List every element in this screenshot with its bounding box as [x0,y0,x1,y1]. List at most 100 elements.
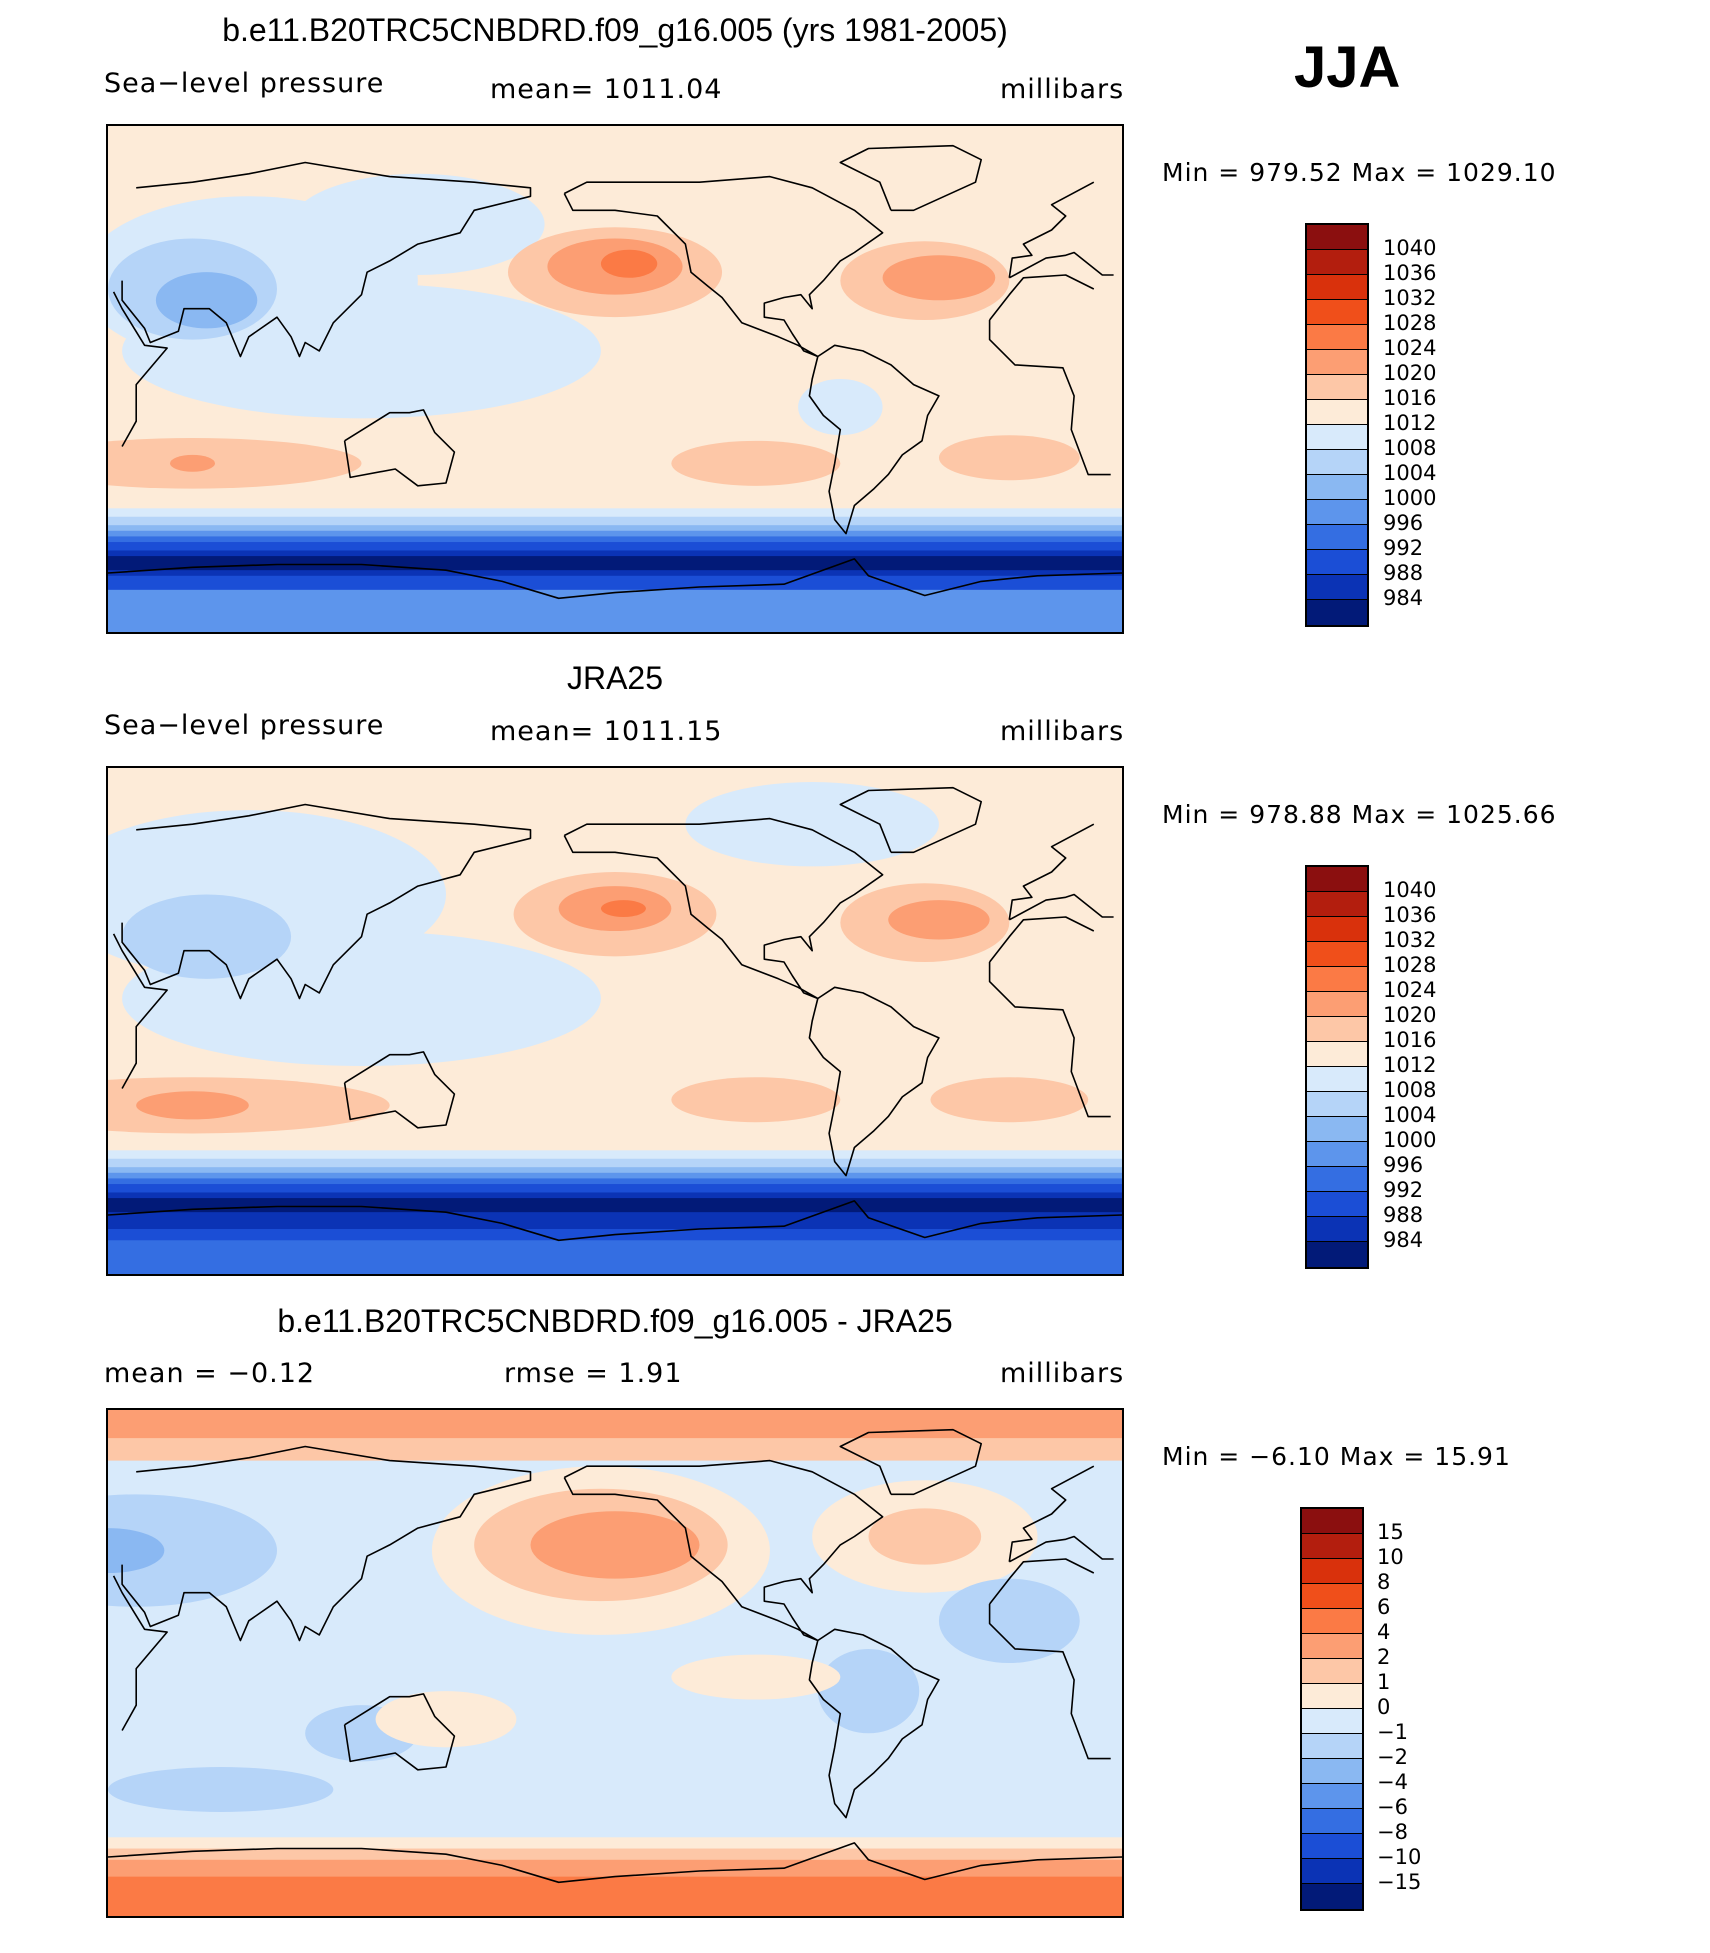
panel-1-colorbar [1305,223,1369,627]
colorbar-label: 1016 [1383,1028,1437,1052]
colorbar-label: −2 [1377,1745,1408,1769]
pressure-cell [108,1528,165,1574]
colorbar-label: 1028 [1383,311,1437,335]
pressure-band [108,556,1122,571]
panel-2-mean-label: mean= 1011.15 [490,716,723,747]
pressure-cell [868,1508,982,1565]
colorbar-label: 1040 [1383,878,1437,902]
pressure-cell [600,249,658,278]
colorbar-swatch [1302,1834,1362,1859]
season-label: JJA [1294,35,1401,100]
panel-3-map [106,1408,1124,1918]
colorbar-swatch [1302,1859,1362,1884]
colorbar-label: 992 [1383,1178,1424,1202]
colorbar-swatch [1307,400,1367,425]
panel-1-minmax: Min = 979.52 Max = 1029.10 [1162,158,1557,187]
coastline-eurasia [121,1445,1114,1642]
colorbar-label: 992 [1383,536,1424,560]
colorbar-swatch [1302,1784,1362,1809]
pressure-cell [169,454,216,472]
colorbar-swatch [1307,600,1367,625]
colorbar-swatch [1302,1759,1362,1784]
panel-3-title: b.e11.B20TRC5CNBDRD.f09_g16.005 - JRA25 [277,1303,953,1339]
colorbar-swatch [1307,1117,1367,1142]
colorbar-swatch [1302,1559,1362,1584]
colorbar-label: 996 [1383,511,1424,535]
coastline-n_america [563,1459,884,1642]
colorbar-swatch [1302,1659,1362,1684]
colorbar-label: 0 [1377,1695,1391,1719]
pressure-band [108,1198,1122,1213]
colorbar-swatch [1307,350,1367,375]
panel-2-units-label: millibars [1000,716,1125,747]
colorbar-label: 1000 [1383,1128,1437,1152]
panel-3-units-label: millibars [1000,1358,1125,1389]
colorbar-label: −6 [1377,1795,1408,1819]
pressure-cell [671,1654,841,1700]
colorbar-swatch [1307,300,1367,325]
colorbar-label: 1004 [1383,1103,1437,1127]
colorbar-swatch [1302,1634,1362,1659]
pressure-cell [122,894,292,979]
colorbar-swatch [1307,1092,1367,1117]
panel-1-map [106,124,1124,634]
colorbar-swatch [1302,1809,1362,1834]
colorbar-swatch [1307,250,1367,275]
colorbar-swatch [1307,525,1367,550]
colorbar-label: 996 [1383,1153,1424,1177]
pressure-cell [888,900,990,940]
panel-2-variable-label: Sea−level pressure [104,710,385,741]
colorbar-label: 1 [1377,1670,1391,1694]
colorbar-swatch [1307,917,1367,942]
colorbar-swatch [1307,425,1367,450]
pressure-cell [108,1767,334,1812]
colorbar-swatch [1302,1884,1362,1909]
coastline-antarctica [108,558,1122,600]
colorbar-label: 1004 [1383,461,1437,485]
colorbar-label: 1024 [1383,336,1437,360]
panel-3-mean-label: mean = −0.12 [104,1358,316,1389]
pressure-band [108,1410,1122,1439]
colorbar-swatch [1307,1042,1367,1067]
panel-1-variable-label: Sea−level pressure [104,68,385,99]
pressure-cell [136,1091,249,1120]
coastline-greenland [839,1428,982,1496]
pressure-cell [938,435,1080,481]
colorbar-swatch [1302,1534,1362,1559]
pressure-cell [882,255,996,301]
colorbar-label: 988 [1383,561,1424,585]
colorbar-label: 1008 [1383,436,1437,460]
panel-2-minmax: Min = 978.88 Max = 1025.66 [1162,800,1557,829]
colorbar-label: 1032 [1383,286,1437,310]
colorbar-label: 1028 [1383,953,1437,977]
colorbar-label: 1032 [1383,928,1437,952]
colorbar-swatch [1307,1142,1367,1167]
panel-1-units-label: millibars [1000,74,1125,105]
colorbar-label: 1024 [1383,978,1437,1002]
coastline-africa [112,916,1111,1118]
coastline-n_america [563,817,884,1000]
pressure-cell [291,173,545,275]
colorbar-label: 1012 [1383,411,1437,435]
colorbar-label: 15 [1377,1520,1404,1544]
colorbar-swatch [1307,1017,1367,1042]
colorbar-swatch [1302,1584,1362,1609]
panel-3-colorbar [1300,1507,1364,1911]
colorbar-swatch [1307,867,1367,892]
colorbar-label: 1036 [1383,903,1437,927]
colorbar-label: 4 [1377,1620,1391,1644]
colorbar-swatch [1307,375,1367,400]
colorbar-label: 2 [1377,1645,1391,1669]
coastline-antarctica [108,1200,1122,1242]
coastline-australia [343,1693,456,1771]
pressure-cell [375,1691,517,1748]
coastline-s_america [808,1628,940,1819]
coastline-africa [112,1558,1111,1760]
colorbar-label: 1000 [1383,486,1437,510]
colorbar-label: 988 [1383,1203,1424,1227]
colorbar-swatch [1307,942,1367,967]
pressure-band [108,1876,1122,1916]
panel-2-colorbar [1305,865,1369,1269]
coastline-s_america [808,986,940,1177]
colorbar-label: 1016 [1383,386,1437,410]
